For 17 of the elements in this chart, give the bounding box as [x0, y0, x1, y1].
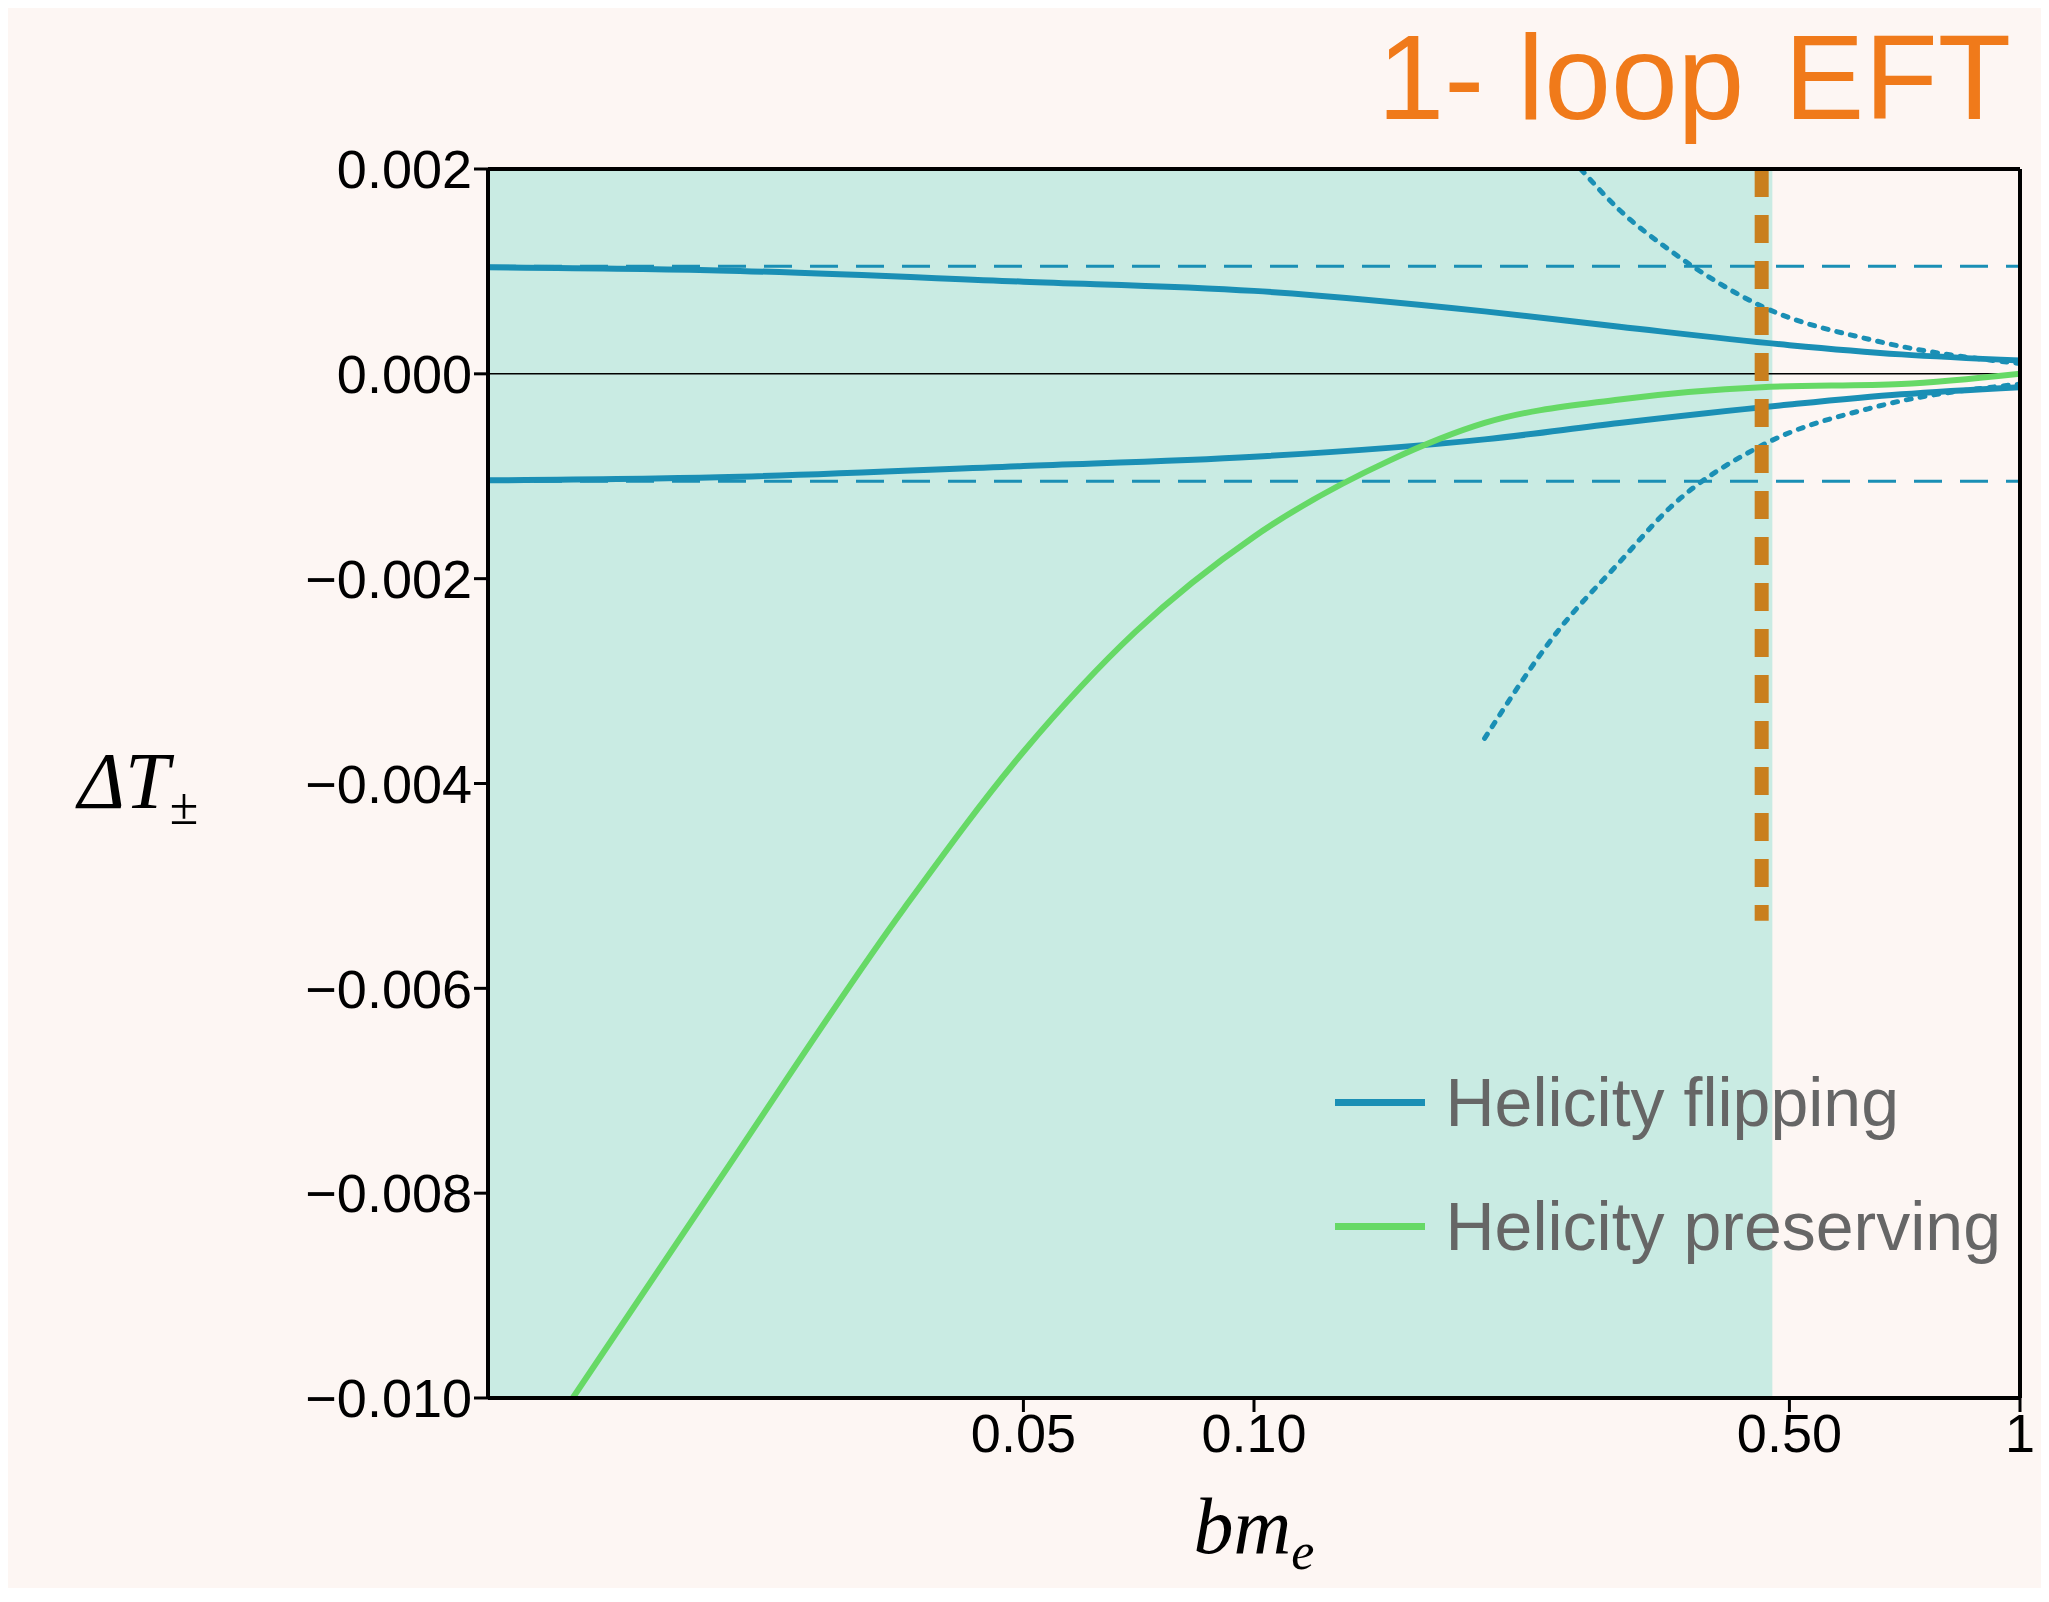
- y-tick-label: 0.002: [336, 139, 472, 200]
- legend-label: Helicity preserving: [1445, 1187, 2001, 1266]
- x-tick-label: 0.50: [1736, 1403, 1842, 1464]
- x-axis-title: bm$_{e}$: [1193, 1482, 1315, 1580]
- legend-label: Helicity flipping: [1445, 1063, 1899, 1142]
- y-axis-title: ΔT$_{±}$: [75, 737, 198, 835]
- text: EFT: [1784, 9, 2011, 146]
- x-tick-label: 0.10: [1201, 1403, 1307, 1464]
- y-tick-label: −0.008: [305, 1163, 472, 1224]
- y-tick-label: 0.000: [336, 344, 472, 404]
- y-tick-label: −0.010: [305, 1368, 472, 1429]
- y-tick-label: −0.006: [305, 958, 472, 1019]
- y-tick-label: −0.004: [305, 753, 472, 814]
- x-tick-label: 1: [2004, 1403, 2036, 1464]
- text: 1- loop: [1377, 9, 1745, 146]
- x-tick-label: 0.05: [970, 1403, 1076, 1464]
- y-tick-label: −0.002: [305, 548, 472, 609]
